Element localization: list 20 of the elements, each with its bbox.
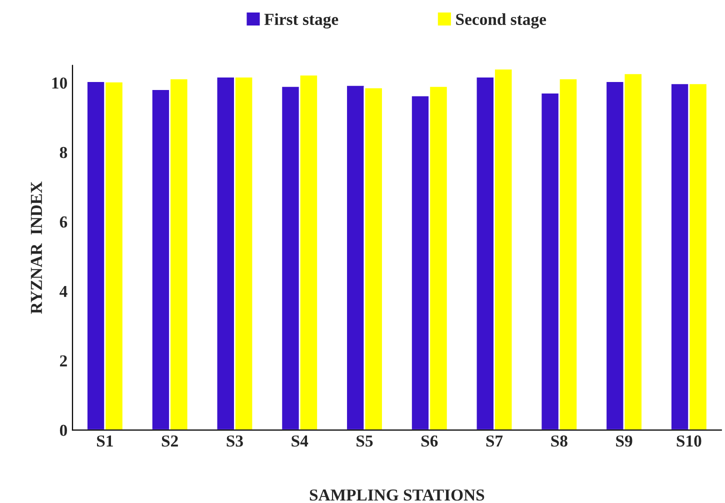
y-axis-title: RYZNAR INDEX <box>30 182 42 314</box>
x-tick-label: S10 <box>676 435 702 447</box>
x-axis-title: SAMPLING STATIONS <box>310 489 484 501</box>
legend-label: Second stage <box>456 13 546 29</box>
legend-label: First stage <box>264 13 338 29</box>
y-tick-label: 4 <box>60 286 68 297</box>
x-tick-label: S7 <box>486 435 503 447</box>
x-tick-label: S2 <box>162 435 178 447</box>
y-tick-label: 0 <box>60 424 68 436</box>
y-tick-label: 10 <box>52 77 68 89</box>
y-tick-label: 8 <box>60 146 68 158</box>
x-tick-label: S5 <box>356 435 373 447</box>
x-tick-label: S8 <box>551 435 568 447</box>
x-tick-label: S4 <box>292 435 308 447</box>
y-tick-label: 6 <box>60 216 68 228</box>
x-tick-label: S9 <box>616 435 632 447</box>
y-tick-label: 2 <box>60 355 67 366</box>
x-tick-label: S3 <box>226 435 243 447</box>
x-tick-label: S6 <box>421 435 438 447</box>
x-tick-label: S1 <box>97 435 113 447</box>
